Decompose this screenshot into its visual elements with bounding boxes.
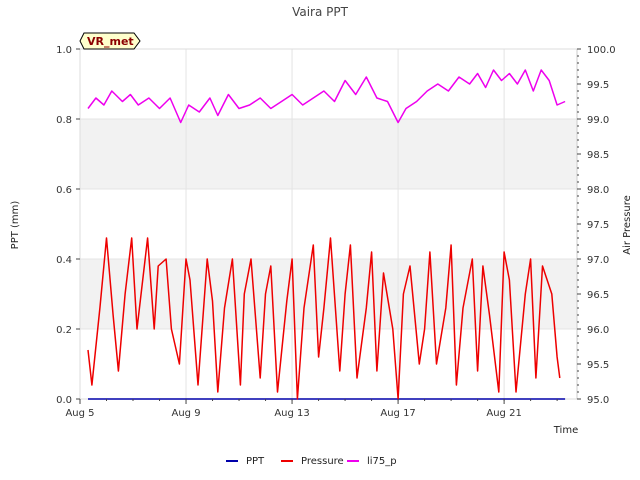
- background-bands: [80, 119, 577, 329]
- grid-lines: [79, 48, 577, 400]
- right-axis: 95.0 95.5 96.0 96.5 97.0 97.5 98.0 98.5 99.0 99.5…: [576, 45, 616, 406]
- legend-label-li75-p: li75_p: [367, 456, 397, 467]
- right-tick-label: 99.0: [587, 115, 609, 126]
- left-tick-label: 0.8: [56, 115, 72, 126]
- left-tick-label: 0.4: [56, 255, 72, 266]
- right-tick-label: 96.5: [587, 290, 609, 301]
- right-tick-label: 97.0: [587, 255, 609, 266]
- series-lines: [87, 69, 566, 400]
- right-tick-label: 96.0: [587, 325, 609, 336]
- right-tick-label: 95.5: [587, 360, 609, 371]
- x-tick-label: Aug 13: [274, 408, 309, 419]
- x-tick-label: Aug 5: [65, 408, 94, 419]
- legend-label-ppt: PPT: [246, 456, 265, 467]
- right-tick-label: 95.0: [587, 395, 609, 406]
- left-tick-label: 0.6: [56, 185, 72, 196]
- left-tick-label: 0.2: [56, 325, 72, 336]
- right-tick-label: 100.0: [587, 45, 616, 56]
- right-tick-label: 97.5: [587, 220, 609, 231]
- right-tick-label: 98.0: [587, 185, 609, 196]
- left-tick-label: 1.0: [56, 45, 72, 56]
- chart-title: Vaira PPT: [292, 5, 349, 19]
- series-line-li75-p: [87, 69, 566, 124]
- right-axis-label: Air Pressure: [622, 195, 633, 255]
- left-tick-label: 0.0: [56, 395, 72, 406]
- x-tick-label: Aug 21: [486, 408, 521, 419]
- right-tick-label: 99.5: [587, 80, 609, 91]
- site-label-box: VR_met: [79, 32, 141, 50]
- legend-label-pressure: Pressure: [301, 456, 344, 467]
- x-axis-label: Time: [553, 425, 578, 436]
- x-axis: Aug 5 Aug 9 Aug 13 Aug 17 Aug 21: [65, 399, 558, 419]
- background-band: [80, 259, 577, 329]
- series-line-pressure: [87, 237, 561, 400]
- left-axis-label: PPT (mm): [10, 201, 21, 250]
- site-label: VR_met: [87, 35, 134, 48]
- legend: PPT Pressure li75_p: [226, 456, 397, 467]
- plot-frame: [79, 48, 578, 400]
- background-band: [80, 119, 577, 189]
- right-tick-label: 98.5: [587, 150, 609, 161]
- x-tick-label: Aug 9: [171, 408, 200, 419]
- left-axis: 0.0 0.2 0.4 0.6 0.8 1.0: [56, 45, 80, 406]
- x-tick-label: Aug 17: [380, 408, 415, 419]
